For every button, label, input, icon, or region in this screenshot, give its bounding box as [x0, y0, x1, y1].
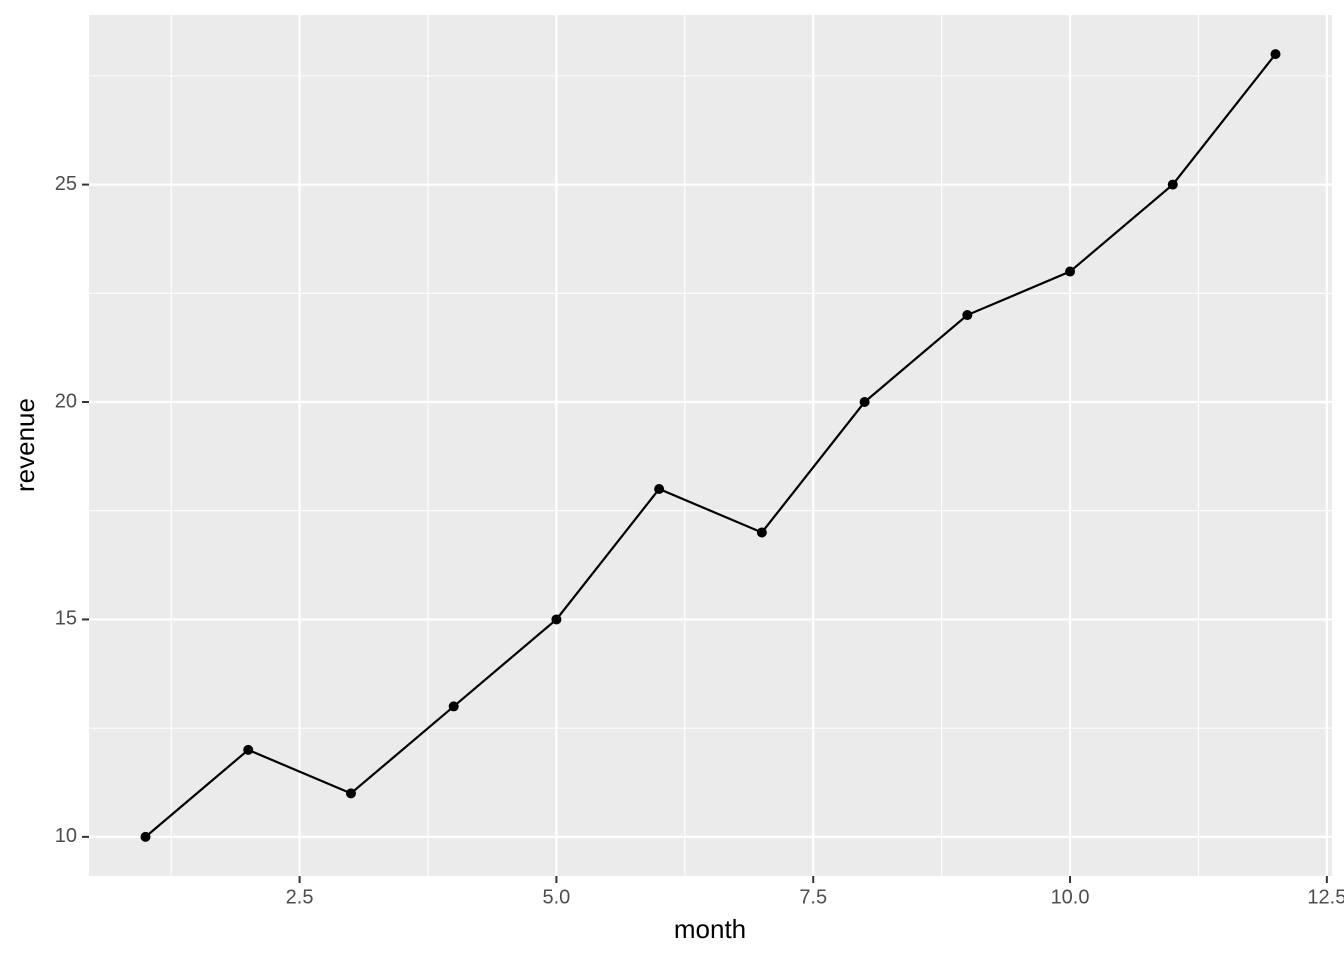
point — [448, 701, 459, 712]
x-tick-label: 12.5 — [1307, 886, 1344, 908]
y-axis-title: revenue — [10, 398, 40, 492]
y-tick-label: 20 — [55, 390, 77, 412]
point — [345, 788, 356, 799]
point — [756, 527, 767, 538]
marks — [140, 49, 1281, 842]
y-tick-label: 15 — [55, 608, 77, 630]
point — [1270, 49, 1281, 60]
point — [654, 483, 665, 494]
point — [1065, 266, 1076, 277]
grid — [89, 15, 1332, 876]
point — [1167, 179, 1178, 190]
x-tick-label: 5.0 — [543, 886, 571, 908]
point — [140, 831, 151, 842]
y-tick-label: 25 — [55, 173, 77, 195]
point — [859, 397, 870, 408]
y-tick-label: 10 — [55, 825, 77, 847]
line — [144, 53, 1277, 838]
x-tick-label: 7.5 — [799, 886, 827, 908]
point — [962, 310, 973, 321]
x-tick-label: 2.5 — [286, 886, 314, 908]
point — [243, 744, 254, 755]
panel — [89, 15, 1332, 876]
x-axis-title: month — [674, 914, 746, 944]
point — [551, 614, 562, 625]
x-tick-label: 10.0 — [1051, 886, 1090, 908]
